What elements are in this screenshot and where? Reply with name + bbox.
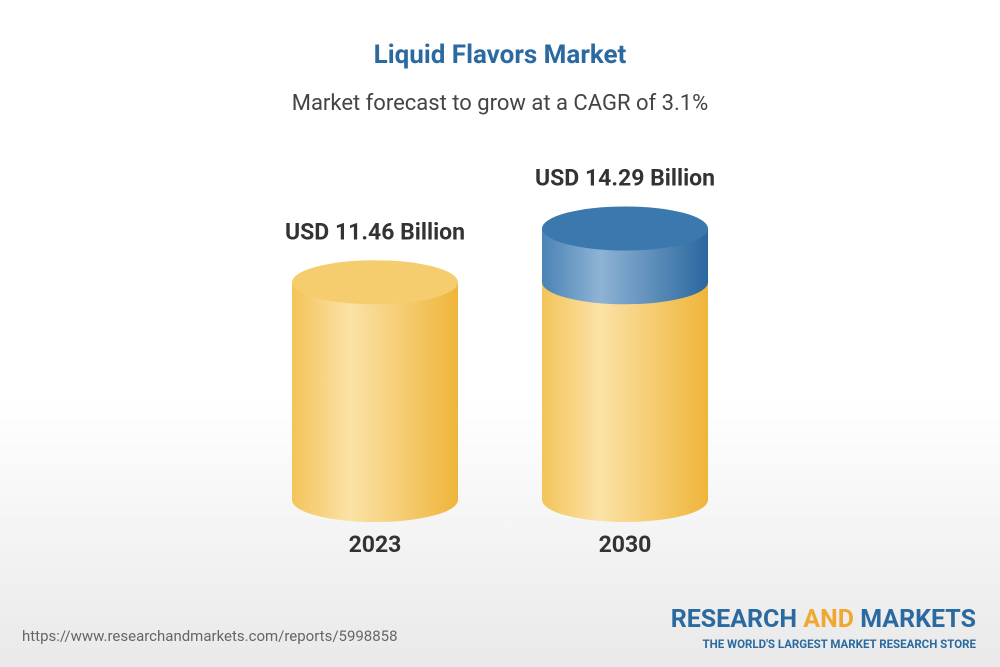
logo: RESEARCH AND MARKETS [671,605,976,634]
logo-word: RESEARCH [671,605,797,634]
value-label: USD 14.29 Billion [535,165,715,192]
value-label: USD 11.46 Billion [285,218,465,245]
plot: USD 11.46 Billion 2023 USD 14.29 Billion 20… [285,165,715,559]
x-tick-label: 2023 [349,531,402,558]
cylinder-top [542,206,708,251]
logo-word: MARKETS [860,605,976,634]
chart-title: Liquid Flavors Market [374,40,627,70]
cylinder-body [542,282,708,522]
chart-subtitle: Market forecast to grow at a CAGR of 3.1… [292,91,709,116]
cylinder-top [292,260,458,305]
cylinder-body [292,282,458,522]
x-tick-label: 2030 [599,531,652,558]
logo-tagline: THE WORLD'S LARGEST MARKET RESEARCH STOR… [702,637,976,651]
source-url: https://www.researchandmarkets.com/repor… [22,627,398,645]
logo-word: AND [803,605,854,634]
